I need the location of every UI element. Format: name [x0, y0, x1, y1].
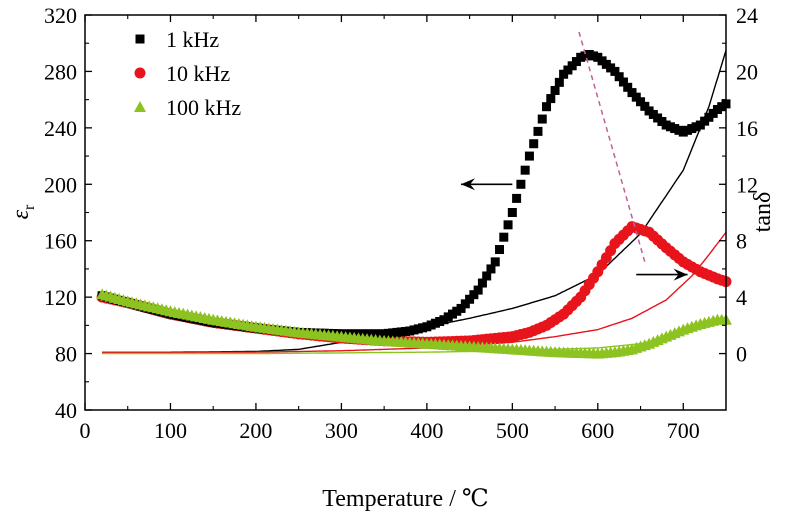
data-point-square	[623, 82, 633, 92]
legend-marker	[134, 101, 146, 112]
data-point-square	[614, 72, 624, 82]
y-left-axis-title: εr	[8, 204, 38, 219]
y-left-tick-label: 280	[44, 59, 77, 84]
y-left-tick-label: 320	[44, 3, 77, 28]
y-right-tick-label: 4	[736, 285, 747, 310]
legend-marker	[135, 34, 145, 44]
data-point-square	[542, 102, 552, 112]
x-tick-label: 200	[239, 418, 272, 443]
data-point-square	[469, 290, 479, 300]
y-right-tick-label: 24	[736, 3, 758, 28]
y-left-tick-label: 200	[44, 172, 77, 197]
x-axis-title: Temperature / ℃	[322, 486, 488, 512]
y-right-tick-label: 16	[736, 116, 758, 141]
data-point-square	[520, 165, 530, 175]
data-point-square	[473, 285, 483, 295]
data-point-square	[482, 271, 492, 281]
y-right-axis-title: tanδ	[750, 192, 776, 233]
data-point-square	[546, 94, 556, 104]
data-point-square	[529, 139, 539, 149]
y-right-tick-label: 20	[736, 59, 758, 84]
data-point-square	[554, 77, 564, 87]
data-point-square	[516, 179, 526, 189]
data-point-square	[610, 66, 620, 76]
x-tick-label: 300	[325, 418, 358, 443]
x-tick-label: 500	[496, 418, 529, 443]
y-left-axis-subscript: r	[21, 204, 38, 210]
data-point-square	[503, 220, 513, 230]
y-right-tick-label: 0	[736, 342, 747, 367]
x-tick-label: 100	[154, 418, 187, 443]
data-point-square	[465, 294, 475, 304]
data-point-square	[533, 126, 543, 136]
data-point-square	[631, 92, 641, 102]
x-tick-label: 0	[80, 418, 91, 443]
data-point-square	[507, 208, 517, 217]
series-100-khz	[96, 288, 732, 359]
x-tick-label: 600	[581, 418, 614, 443]
y-left-axis-symbol: ε	[8, 209, 34, 219]
y-right-tick-label: 8	[736, 229, 747, 254]
series-1-khz	[97, 50, 731, 339]
data-point-square	[524, 151, 534, 161]
y-left-tick-label: 240	[44, 116, 77, 141]
peak-trend-line	[578, 31, 646, 263]
legend-label: 10 kHz	[166, 61, 230, 86]
arrow-to-right-axis	[636, 268, 688, 281]
tan-delta-curve-2	[102, 316, 727, 355]
tan-delta-curve-1	[102, 231, 727, 353]
y-left-tick-label: 160	[44, 229, 77, 254]
data-point-square	[490, 257, 500, 267]
x-tick-label: 400	[410, 418, 443, 443]
data-point-square	[618, 77, 628, 87]
x-tick-label: 700	[667, 418, 700, 443]
data-point-square	[550, 85, 560, 95]
legend-marker	[134, 67, 146, 79]
data-point-square	[640, 101, 650, 111]
data-point-square	[486, 264, 496, 274]
data-point-square	[627, 88, 637, 98]
data-point-square	[537, 114, 547, 124]
data-point-square	[512, 193, 522, 203]
arrow-head	[673, 268, 688, 281]
arrow-to-left-axis	[461, 178, 513, 191]
data-point-square	[499, 232, 509, 242]
y-left-tick-label: 40	[55, 398, 77, 423]
data-point-square	[636, 97, 646, 107]
data-point-square	[460, 299, 470, 309]
y-right-tick-label: 12	[736, 172, 758, 197]
legend-item-2: 100 kHz	[134, 95, 241, 120]
legend-label: 100 kHz	[166, 95, 241, 120]
data-point-square	[477, 278, 487, 288]
data-point-square	[456, 303, 466, 313]
data-point-square	[495, 245, 505, 255]
y-left-tick-label: 80	[55, 342, 77, 367]
legend-item-0: 1 kHz	[135, 27, 219, 52]
legend-label: 1 kHz	[166, 27, 219, 52]
y-left-tick-label: 120	[44, 285, 77, 310]
arrow-head	[461, 178, 476, 191]
legend-item-1: 10 kHz	[134, 61, 230, 86]
